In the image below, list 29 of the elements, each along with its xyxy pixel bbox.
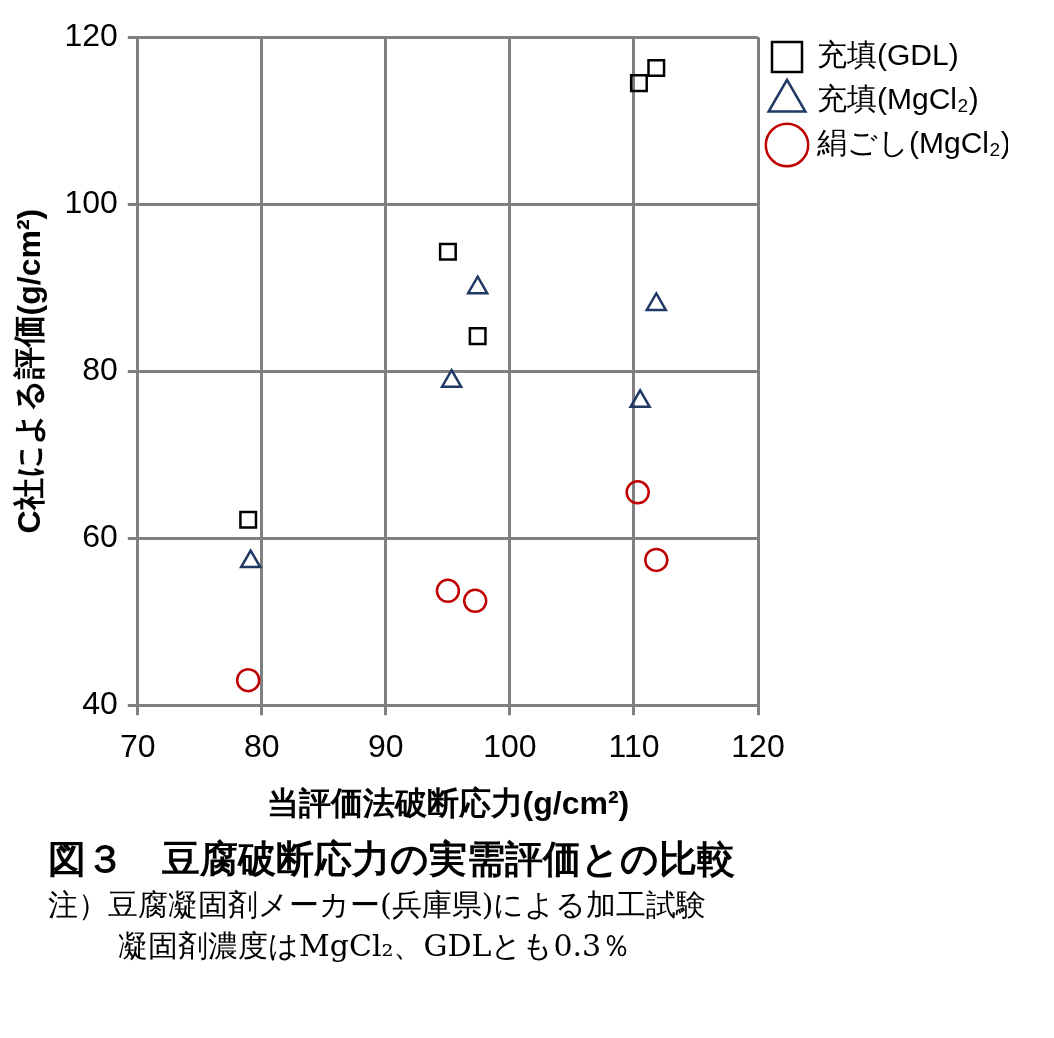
x-tick-label: 100 bbox=[483, 728, 537, 765]
point bbox=[435, 578, 461, 604]
legend-label: 充填(GDL) bbox=[817, 38, 959, 72]
x-tick-label: 110 bbox=[608, 728, 660, 765]
text: 凝固剤濃度はMgCl₂、GDLとも0.3％ bbox=[118, 927, 633, 965]
y-tick-label: 60 bbox=[82, 518, 118, 555]
text: 注）豆腐凝固剤メーカー(兵庫県)による加工試験 bbox=[48, 886, 708, 924]
point bbox=[235, 667, 261, 693]
legend-label: 充填(MgCl₂) bbox=[817, 82, 979, 116]
y-tick-label: 80 bbox=[82, 351, 118, 388]
point bbox=[462, 588, 488, 614]
point bbox=[468, 327, 487, 346]
point bbox=[647, 59, 666, 78]
x-tick-label: 120 bbox=[731, 728, 785, 765]
x-tick-label: 70 bbox=[119, 728, 156, 765]
y-axis-title: C社による評価(g/cm²) bbox=[11, 208, 48, 534]
point bbox=[644, 547, 669, 573]
point bbox=[239, 510, 258, 529]
y-tick-label: 40 bbox=[82, 685, 118, 722]
y-tick-label: 100 bbox=[64, 184, 118, 221]
legend-label: 絹ごし(MgCl₂) bbox=[816, 126, 1011, 160]
text: 図３ 豆腐破断応力の実需評価との比較 bbox=[48, 837, 736, 882]
y-tick-label: 120 bbox=[64, 17, 118, 54]
x-tick-label: 80 bbox=[244, 728, 280, 765]
point bbox=[438, 242, 457, 261]
x-tick-label: 90 bbox=[368, 728, 404, 765]
point bbox=[625, 480, 650, 505]
x-axis-title: 当評価法破断応力(g/cm²) bbox=[266, 784, 630, 821]
point bbox=[629, 74, 648, 93]
